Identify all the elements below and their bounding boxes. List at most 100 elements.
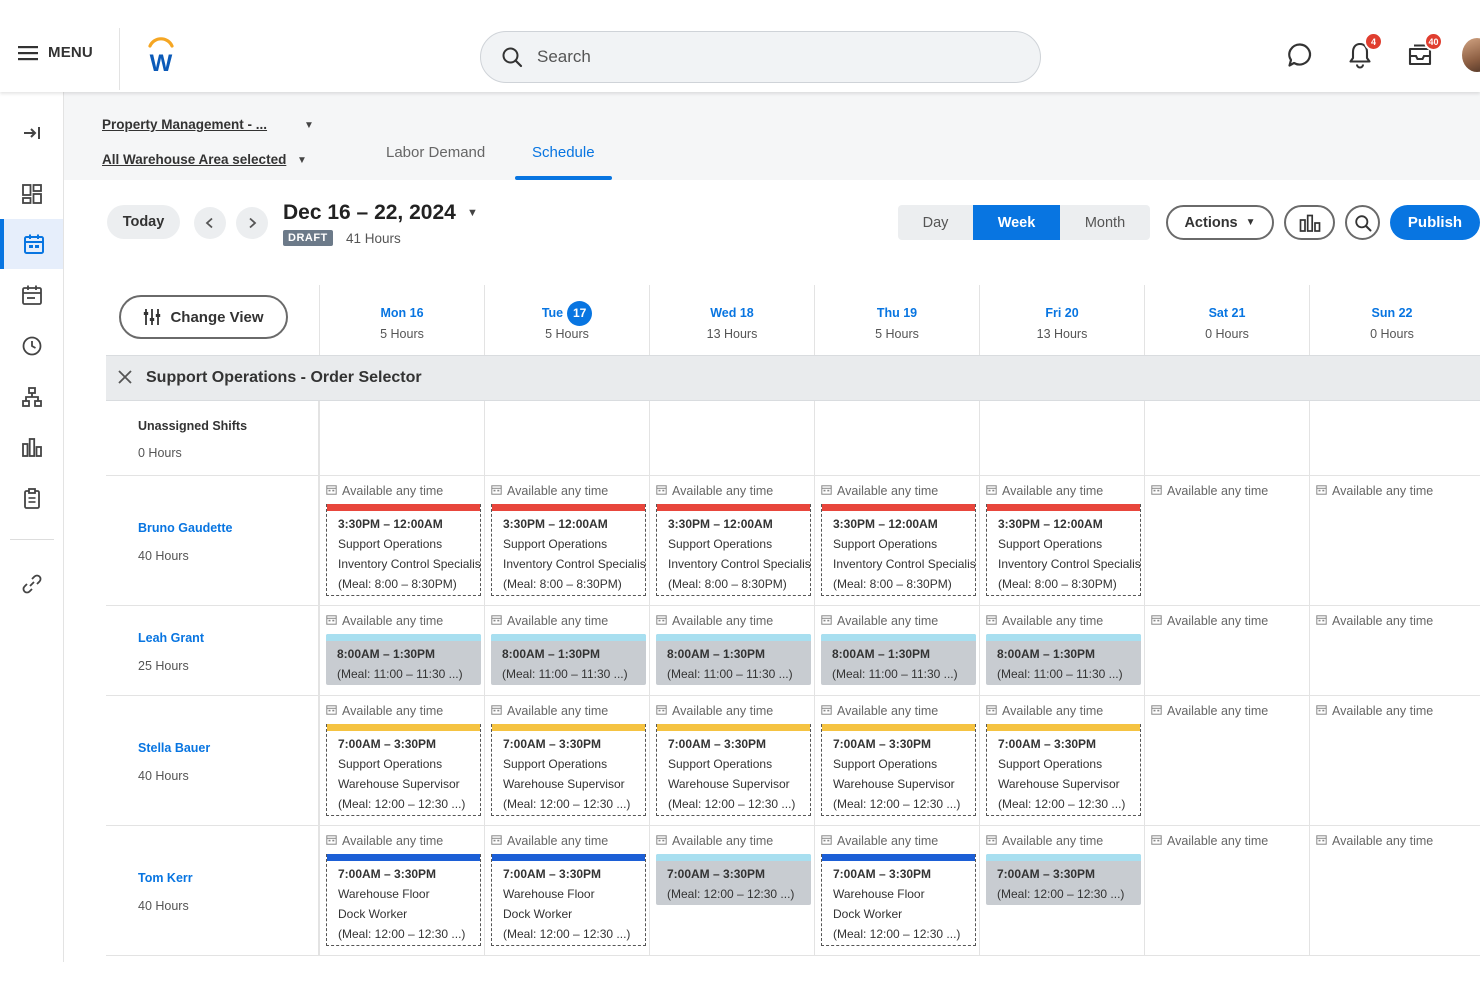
shift-card[interactable]: 8:00AM – 1:30PM (Meal: 11:00 – 11:30 ...) [326,634,481,685]
schedule-cell[interactable] [814,401,979,475]
publish-button[interactable]: Publish [1390,205,1480,240]
availability-indicator[interactable]: Available any time [326,834,443,848]
availability-indicator[interactable]: Available any time [491,484,608,498]
schedule-cell[interactable] [979,401,1144,475]
availability-indicator[interactable]: Available any time [656,834,773,848]
schedule-cell[interactable]: Available any time 7:00AM – 3:30PM (Meal: … [979,826,1144,955]
schedule-cell[interactable]: Available any time 7:00AM – 3:30PM Support… [814,696,979,825]
schedule-cell[interactable]: Available any time 7:00AM – 3:30PM Support… [649,696,814,825]
schedule-cell[interactable]: Available any time 3:30PM – 12:00AM Suppor… [484,476,649,605]
availability-indicator[interactable]: Available any time [491,834,608,848]
sidebar-item-org[interactable] [0,372,63,422]
view-week-button[interactable]: Week [973,205,1060,240]
shift-card[interactable]: 7:00AM – 3:30PM Support Operations Warehou… [986,724,1141,816]
availability-indicator[interactable]: Available any time [821,614,938,628]
date-range-title[interactable]: Dec 16 – 22, 2024 [283,201,456,224]
availability-indicator[interactable]: Available any time [491,614,608,628]
shift-card[interactable]: 8:00AM – 1:30PM (Meal: 11:00 – 11:30 ...) [821,634,976,685]
sidebar-item-time[interactable] [0,321,63,371]
schedule-cell[interactable]: Available any time 3:30PM – 12:00AM Suppor… [319,476,484,605]
schedule-cell[interactable]: Available any time 3:30PM – 12:00AM Suppor… [979,476,1144,605]
day-header[interactable]: Thu 19 5 Hours [814,285,979,355]
availability-indicator[interactable]: Available any time [1316,704,1433,718]
availability-indicator[interactable]: Available any time [821,484,938,498]
availability-indicator[interactable]: Available any time [326,614,443,628]
employee-name-link[interactable]: Tom Kerr [138,871,193,885]
day-header[interactable]: Sat 21 0 Hours [1144,285,1309,355]
employee-name-link[interactable]: Leah Grant [138,631,204,645]
chat-button[interactable] [1285,40,1315,70]
employee-name-link[interactable]: Stella Bauer [138,741,211,755]
sidebar-item-dashboard[interactable] [0,169,63,219]
employee-name-link[interactable]: Bruno Gaudette [138,521,233,535]
schedule-cell[interactable]: Available any time [1309,476,1474,605]
schedule-cell[interactable] [649,401,814,475]
schedule-cell[interactable]: Available any time 3:30PM – 12:00AM Suppor… [814,476,979,605]
day-header-today[interactable]: Tue 17 5 Hours [484,285,649,355]
schedule-cell[interactable]: Available any time 8:00AM – 1:30PM (Meal: … [979,606,1144,695]
chart-view-button[interactable] [1284,205,1335,240]
schedule-cell[interactable] [1144,401,1309,475]
organization-dropdown[interactable]: Property Management - ... [102,117,268,132]
close-icon[interactable] [116,368,134,391]
shift-card[interactable]: 7:00AM – 3:30PM Support Operations Warehou… [326,724,481,816]
availability-indicator[interactable]: Available any time [986,834,1103,848]
schedule-cell[interactable]: Available any time 7:00AM – 3:30PM Support… [979,696,1144,825]
schedule-cell[interactable] [484,401,649,475]
availability-indicator[interactable]: Available any time [1316,834,1433,848]
shift-card[interactable]: 7:00AM – 3:30PM Warehouse Floor Dock Worke… [326,854,481,946]
schedule-cell[interactable]: Available any time 7:00AM – 3:30PM Warehou… [319,826,484,955]
menu-button[interactable]: MENU [18,44,93,61]
search-bar[interactable] [480,31,1041,83]
actions-button[interactable]: Actions ▼ [1166,205,1274,240]
availability-indicator[interactable]: Available any time [986,484,1103,498]
inbox-button[interactable]: 40 [1405,32,1443,70]
area-chevron-down-icon[interactable]: ▼ [297,155,307,166]
schedule-cell[interactable]: Available any time [1144,606,1309,695]
availability-indicator[interactable]: Available any time [821,834,938,848]
sidebar-item-calendar[interactable] [0,270,63,320]
availability-indicator[interactable]: Available any time [656,704,773,718]
schedule-cell[interactable]: Available any time 3:30PM – 12:00AM Suppor… [649,476,814,605]
sidebar-item-tasks[interactable] [0,473,63,523]
schedule-cell[interactable] [319,401,484,475]
change-view-button[interactable]: Change View [119,295,288,339]
availability-indicator[interactable]: Available any time [1151,614,1268,628]
schedule-cell[interactable]: Available any time [1144,476,1309,605]
shift-card[interactable]: 3:30PM – 12:00AM Support Operations Invent… [491,504,646,596]
previous-week-button[interactable] [194,207,226,239]
schedule-cell[interactable]: Available any time 7:00AM – 3:30PM Support… [484,696,649,825]
shift-card[interactable]: 7:00AM – 3:30PM (Meal: 12:00 – 12:30 ...) [986,854,1141,905]
shift-card[interactable]: 3:30PM – 12:00AM Support Operations Invent… [656,504,811,596]
availability-indicator[interactable]: Available any time [1316,614,1433,628]
tab-labor-demand[interactable]: Labor Demand [386,144,486,161]
day-header[interactable]: Wed 18 13 Hours [649,285,814,355]
user-avatar[interactable] [1462,38,1480,72]
schedule-cell[interactable]: Available any time 8:00AM – 1:30PM (Meal: … [649,606,814,695]
shift-card[interactable]: 8:00AM – 1:30PM (Meal: 11:00 – 11:30 ...) [986,634,1141,685]
shift-card[interactable]: 3:30PM – 12:00AM Support Operations Invent… [986,504,1141,596]
availability-indicator[interactable]: Available any time [656,484,773,498]
workday-logo[interactable]: W [142,36,180,79]
availability-indicator[interactable]: Available any time [1151,834,1268,848]
shift-card[interactable]: 8:00AM – 1:30PM (Meal: 11:00 – 11:30 ...) [656,634,811,685]
availability-indicator[interactable]: Available any time [656,614,773,628]
sidebar-item-collapse[interactable] [0,108,63,158]
shift-card[interactable]: 3:30PM – 12:00AM Support Operations Invent… [326,504,481,596]
availability-indicator[interactable]: Available any time [821,704,938,718]
availability-indicator[interactable]: Available any time [1151,484,1268,498]
today-button[interactable]: Today [107,205,180,239]
schedule-cell[interactable]: Available any time [1144,696,1309,825]
availability-indicator[interactable]: Available any time [326,704,443,718]
availability-indicator[interactable]: Available any time [986,704,1103,718]
shift-card[interactable]: 7:00AM – 3:30PM Support Operations Warehou… [656,724,811,816]
organization-chevron-down-icon[interactable]: ▼ [304,120,314,131]
availability-indicator[interactable]: Available any time [1316,484,1433,498]
day-header[interactable]: Sun 22 0 Hours [1309,285,1474,355]
availability-indicator[interactable]: Available any time [986,614,1103,628]
sidebar-item-analytics[interactable] [0,422,63,472]
shift-card[interactable]: 7:00AM – 3:30PM Warehouse Floor Dock Worke… [491,854,646,946]
day-header[interactable]: Fri 20 13 Hours [979,285,1144,355]
shift-card[interactable]: 7:00AM – 3:30PM Warehouse Floor Dock Worke… [821,854,976,946]
date-range-chevron-down-icon[interactable]: ▼ [467,207,478,219]
